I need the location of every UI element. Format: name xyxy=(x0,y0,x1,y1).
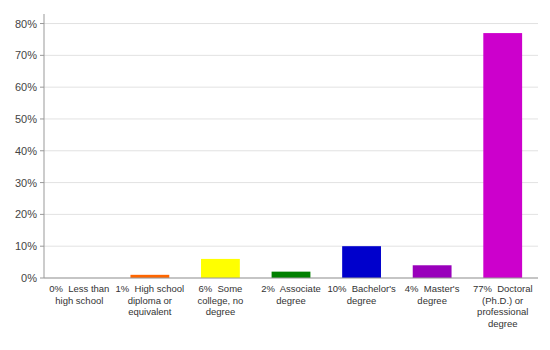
x-tick-label-line: 77% Doctoral xyxy=(473,283,533,294)
x-tick-label-line: 2% Associate xyxy=(261,283,321,294)
grid-line xyxy=(44,182,538,183)
grid-line xyxy=(44,246,538,247)
bars xyxy=(130,33,522,278)
x-tick-label-line: (Ph.D.) or xyxy=(482,295,523,306)
x-tick-label-line: degree xyxy=(347,295,377,306)
y-tick-label: 50% xyxy=(15,113,37,125)
x-tick-label: 77% Doctoral(Ph.D.) orprofessionaldegree xyxy=(473,283,533,329)
grid-line xyxy=(44,23,538,24)
bar xyxy=(413,265,452,278)
x-tick-label-line: degree xyxy=(417,295,447,306)
y-tick-label: 80% xyxy=(15,18,37,30)
y-tick xyxy=(40,150,44,151)
y-tick-label: 20% xyxy=(15,208,37,220)
y-axis-line xyxy=(44,14,45,278)
y-tick-label: 30% xyxy=(15,177,37,189)
x-tick-label-line: 4% Master's xyxy=(405,283,460,294)
y-tick xyxy=(40,214,44,215)
y-tick xyxy=(40,118,44,119)
x-tick-label-line: professional xyxy=(477,306,528,317)
bar xyxy=(272,272,311,278)
x-tick-label-line: diploma or xyxy=(128,295,172,306)
x-axis-line xyxy=(44,278,538,279)
y-tick xyxy=(40,182,44,183)
grid-line xyxy=(44,214,538,215)
y-tick xyxy=(40,87,44,88)
x-tick-label-line: equivalent xyxy=(128,306,172,317)
bar xyxy=(483,33,522,278)
grid-line xyxy=(44,150,538,151)
x-tick-label: 0% Less thanhigh school xyxy=(49,283,109,306)
grid-line xyxy=(44,87,538,88)
x-tick-label: 4% Master'sdegree xyxy=(405,283,460,306)
y-tick xyxy=(40,55,44,56)
x-tick-label-line: 10% Bachelor's xyxy=(327,283,396,294)
x-tick-label-line: 6% Some xyxy=(199,283,243,294)
grid-line xyxy=(44,118,538,119)
y-tick xyxy=(40,278,44,279)
bar xyxy=(342,246,381,278)
y-tick-label: 70% xyxy=(15,49,37,61)
x-tick-label: 6% Somecollege, nodegree xyxy=(197,283,243,317)
x-tick-label: 10% Bachelor'sdegree xyxy=(327,283,396,306)
x-axis: 0% Less thanhigh school 1% High schooldip… xyxy=(49,283,532,329)
y-tick-label: 40% xyxy=(15,145,37,157)
x-tick-label: 1% High schooldiploma orequivalent xyxy=(116,283,185,317)
chart: 0% 10% 20% 30% 40% 50% 60% 70% 80% 0% Less thanhi… xyxy=(0,0,550,350)
x-tick-label-line: degree xyxy=(488,318,518,329)
y-tick-label: 10% xyxy=(15,240,37,252)
chart-container: 0% 10% 20% 30% 40% 50% 60% 70% 80% 0% Less thanhi… xyxy=(0,0,550,350)
x-tick-label: 2% Associatedegree xyxy=(261,283,321,306)
y-tick xyxy=(40,246,44,247)
grid-line xyxy=(44,278,538,279)
x-tick-label-line: 1% High school xyxy=(116,283,185,294)
x-tick-label-line: 0% Less than xyxy=(49,283,109,294)
x-tick-label-line: college, no xyxy=(197,295,243,306)
bar xyxy=(201,259,240,278)
x-tick-label-line: degree xyxy=(276,295,306,306)
y-axis: 0% 10% 20% 30% 40% 50% 60% 70% 80% xyxy=(15,18,44,284)
y-tick-label: 0% xyxy=(21,272,37,284)
grid-line xyxy=(44,55,538,56)
y-tick-label: 60% xyxy=(15,81,37,93)
grid xyxy=(44,24,538,278)
x-tick-label-line: high school xyxy=(55,295,103,306)
x-tick-label-line: degree xyxy=(206,306,236,317)
y-tick xyxy=(40,23,44,24)
